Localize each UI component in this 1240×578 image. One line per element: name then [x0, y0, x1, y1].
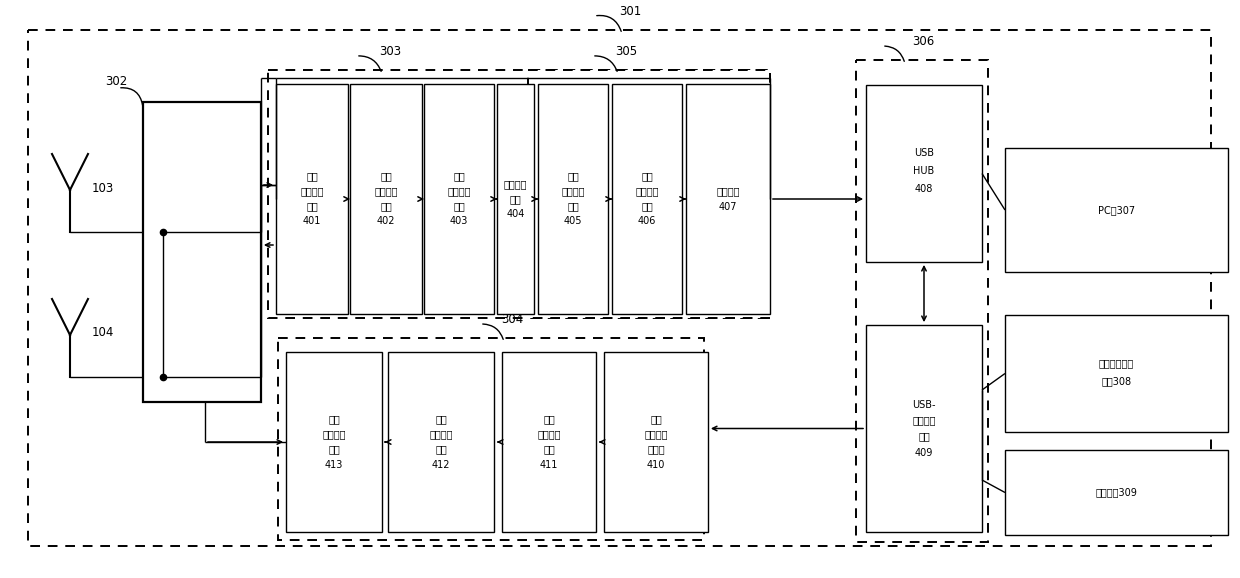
Text: 电路: 电路: [381, 202, 392, 212]
Text: 单元: 单元: [918, 432, 930, 442]
Bar: [29, 30, 1211, 546]
Text: 第二: 第二: [435, 414, 446, 424]
Text: 电路: 电路: [306, 202, 317, 212]
Text: 井下仪器配置: 井下仪器配置: [1099, 358, 1135, 369]
Text: 电路: 电路: [329, 444, 340, 454]
Text: 功率放大: 功率放大: [322, 429, 346, 439]
Text: PC机307: PC机307: [1097, 205, 1135, 215]
Text: 串口转换: 串口转换: [913, 416, 936, 425]
Text: 304: 304: [501, 313, 523, 326]
Text: 其他配件309: 其他配件309: [1096, 487, 1137, 498]
Text: 模拟滤波: 模拟滤波: [448, 187, 471, 197]
Text: 第一: 第一: [543, 414, 554, 424]
Text: USB: USB: [914, 149, 934, 158]
Bar: [350, 84, 422, 314]
Bar: [856, 60, 988, 542]
Text: 303: 303: [379, 45, 401, 58]
Text: 412: 412: [432, 460, 450, 469]
Bar: [528, 70, 770, 318]
Text: 模数转换: 模数转换: [503, 179, 527, 189]
Text: 404: 404: [506, 209, 525, 219]
Bar: [502, 352, 596, 532]
Text: 增益放大: 增益放大: [374, 187, 398, 197]
Text: 单元逶: 单元逶: [647, 444, 665, 454]
Bar: [286, 352, 382, 532]
Text: 408: 408: [915, 184, 934, 195]
Text: 第一: 第一: [641, 172, 653, 181]
Text: 单元: 单元: [543, 444, 554, 454]
Bar: [604, 352, 708, 532]
Text: 410: 410: [647, 460, 665, 469]
Text: 407: 407: [719, 202, 738, 212]
Text: HUB: HUB: [914, 166, 935, 176]
Text: 第一: 第一: [329, 414, 340, 424]
Text: 接口308: 接口308: [1101, 376, 1132, 387]
Text: 光电隔离: 光电隔离: [429, 429, 453, 439]
Text: 413: 413: [325, 460, 343, 469]
Bar: [268, 70, 770, 318]
Text: 单元: 单元: [567, 202, 579, 212]
Text: 301: 301: [619, 5, 641, 18]
Text: 第一: 第一: [650, 414, 662, 424]
Text: 第一: 第一: [453, 172, 465, 181]
Text: 信号调制: 信号调制: [537, 429, 560, 439]
Text: 402: 402: [377, 217, 396, 227]
Text: 信号解码: 信号解码: [635, 187, 658, 197]
Text: 104: 104: [92, 327, 114, 339]
Bar: [866, 85, 982, 262]
Text: 405: 405: [564, 217, 583, 227]
Bar: [388, 352, 494, 532]
Text: 电路: 电路: [453, 202, 465, 212]
Text: 控制单元: 控制单元: [717, 187, 740, 197]
Bar: [424, 84, 494, 314]
Text: 数据编码: 数据编码: [645, 429, 668, 439]
Bar: [1004, 450, 1228, 535]
Bar: [866, 325, 982, 532]
Bar: [1004, 148, 1228, 272]
Text: 302: 302: [105, 75, 128, 88]
Bar: [1004, 315, 1228, 432]
Text: 第一: 第一: [567, 172, 579, 181]
Text: 光电隔离: 光电隔离: [300, 187, 324, 197]
Text: 306: 306: [911, 35, 934, 48]
Text: 411: 411: [539, 460, 558, 469]
Text: 第一: 第一: [381, 172, 392, 181]
Text: 403: 403: [450, 217, 469, 227]
Bar: [278, 338, 704, 540]
Bar: [277, 84, 348, 314]
Text: 406: 406: [637, 217, 656, 227]
Text: 信号解调: 信号解调: [562, 187, 585, 197]
Bar: [143, 102, 260, 402]
Text: 单元: 单元: [641, 202, 653, 212]
Text: 305: 305: [615, 45, 637, 58]
Bar: [497, 84, 534, 314]
Text: 103: 103: [92, 181, 114, 195]
Text: 第一: 第一: [306, 172, 317, 181]
Bar: [538, 84, 608, 314]
Text: 电路: 电路: [510, 194, 521, 204]
Bar: [686, 84, 770, 314]
Text: 电路: 电路: [435, 444, 446, 454]
Text: 401: 401: [303, 217, 321, 227]
Text: 409: 409: [915, 447, 934, 458]
Bar: [613, 84, 682, 314]
Text: USB-: USB-: [913, 399, 936, 409]
